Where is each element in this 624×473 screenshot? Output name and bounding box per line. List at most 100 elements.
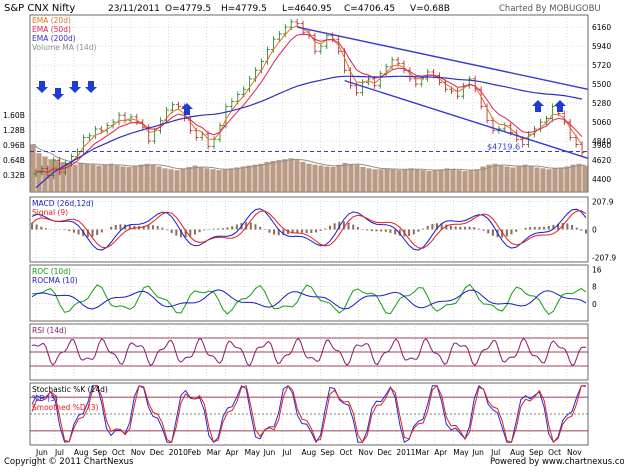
rsi-line xyxy=(31,337,587,367)
x-tick-label: Jun xyxy=(35,448,48,457)
price-tick-label: 5060 xyxy=(592,118,611,127)
axis-labels: Jun Jul Aug Sep Oct Nov Dec 2010 Feb Mar Apr May Jun… xyxy=(3,23,616,457)
ema20-line xyxy=(35,25,583,174)
volume-bar xyxy=(282,159,288,192)
volume-bar xyxy=(354,164,360,192)
panel-frame-price xyxy=(29,14,589,193)
x-tick-label: Nov xyxy=(358,448,373,457)
volume-bar xyxy=(288,158,294,192)
arrow-up-icon xyxy=(181,103,193,115)
x-tick-label: Jul xyxy=(490,448,500,457)
volume-bar xyxy=(432,170,438,192)
volume-bar xyxy=(318,165,324,192)
rocma-line xyxy=(31,289,587,310)
x-tick-label: Mar xyxy=(207,448,222,457)
volume-bar xyxy=(276,160,282,192)
volume-bar xyxy=(408,168,414,192)
ema200-line xyxy=(35,75,583,189)
volume-bar xyxy=(570,164,576,192)
volume-bar xyxy=(138,164,144,192)
price-tick-label: 5500 xyxy=(592,80,611,89)
annotations: $4719.6 xyxy=(30,26,589,159)
volume-bar xyxy=(30,144,36,192)
x-tick-label: Oct xyxy=(339,448,352,457)
stochastic-legend-entry: %D (3) xyxy=(32,394,58,403)
price-tick-label: 5940 xyxy=(592,42,611,51)
price-tick-label: 4620 xyxy=(592,156,611,165)
volume-bar xyxy=(474,169,480,192)
volume-bar xyxy=(300,161,306,192)
volume-bar xyxy=(246,165,252,192)
volume-ma-line xyxy=(32,143,586,171)
stochastic-legend-entry: Stochastic %K (14d) xyxy=(32,385,108,394)
rsi-legend-entry: RSI (14d) xyxy=(32,326,67,335)
volume-bar xyxy=(360,166,366,192)
stochastic-legend-entry: Smoothed %D (3) xyxy=(32,403,99,412)
volume-bar xyxy=(102,164,108,192)
volume-bar xyxy=(222,169,228,192)
support-label: $4719.6 xyxy=(487,142,520,151)
x-tick-label: Dec xyxy=(377,448,392,457)
volume-bar xyxy=(198,167,204,192)
volume-bar xyxy=(228,168,234,192)
x-tick-label: Jun xyxy=(471,448,484,457)
volume-bar xyxy=(174,170,180,192)
volume-value: V=0.68B xyxy=(410,4,450,14)
macd-legend-entry: Signal (9) xyxy=(32,208,68,217)
volume-bar xyxy=(186,166,192,192)
volume-bar xyxy=(546,169,552,192)
x-tick-label: 2011 xyxy=(396,448,415,457)
high-value: H=4779.5 xyxy=(221,4,267,14)
volume-bar xyxy=(366,168,372,192)
volume-bar xyxy=(180,168,186,192)
volume-tick-label: 1.60B xyxy=(3,111,25,120)
price-legend-entry: EMA (50d) xyxy=(32,25,71,34)
volume-tick-label: 1.28B xyxy=(3,126,25,135)
volume-bar xyxy=(252,164,258,192)
panel-frame-roc xyxy=(29,264,589,322)
roc-tick-label: 8 xyxy=(592,283,597,292)
price-legend-entry: Volume MA (14d) xyxy=(32,43,96,52)
volume-bar xyxy=(120,166,126,192)
volume-bar xyxy=(54,160,60,192)
volume-bar xyxy=(90,164,96,192)
volume-bar xyxy=(510,167,516,192)
volume-bar xyxy=(426,171,432,192)
x-tick-label: Apr xyxy=(434,448,448,457)
volume-bar xyxy=(162,168,168,192)
volume-bar xyxy=(60,161,66,192)
volume-bar xyxy=(390,169,396,192)
price-tick-label: 5720 xyxy=(592,61,611,70)
volume-bar xyxy=(204,168,210,192)
chart-title: S&P CNX Nifty xyxy=(4,3,75,14)
x-tick-label: Sep xyxy=(93,448,107,457)
volume-bar xyxy=(420,170,426,192)
volume-tick-label: 0.64B xyxy=(3,156,25,165)
volume-bar xyxy=(558,167,564,192)
x-tick-label: Jul xyxy=(54,448,64,457)
volume-bar xyxy=(402,169,408,192)
volume-bar xyxy=(312,164,318,192)
volume-bar xyxy=(486,164,492,192)
volume-bar xyxy=(216,170,222,192)
panel-frames xyxy=(29,14,589,446)
price-tick-label: 4400 xyxy=(592,175,611,184)
volume-bar xyxy=(132,165,138,192)
volume-bar xyxy=(192,165,198,192)
arrow-up-icon xyxy=(532,100,544,112)
volume-bar xyxy=(270,161,276,192)
volume-bar xyxy=(438,169,444,192)
channel-upper-line xyxy=(296,26,589,90)
chart-credit: Charted By MOBUGOBU xyxy=(499,4,601,14)
volume-bar xyxy=(372,169,378,192)
macd-tick-label: 0 xyxy=(592,226,597,235)
volume-bar xyxy=(108,163,114,192)
volume-bar xyxy=(396,170,402,192)
roc-tick-label: 16 xyxy=(592,265,602,274)
roc-legend-entry: ROCMA (10) xyxy=(32,276,78,285)
volume-bar xyxy=(156,166,162,192)
volume-bar xyxy=(234,167,240,192)
x-tick-label: Feb xyxy=(188,448,202,457)
roc-tick-label: 0 xyxy=(592,300,597,309)
